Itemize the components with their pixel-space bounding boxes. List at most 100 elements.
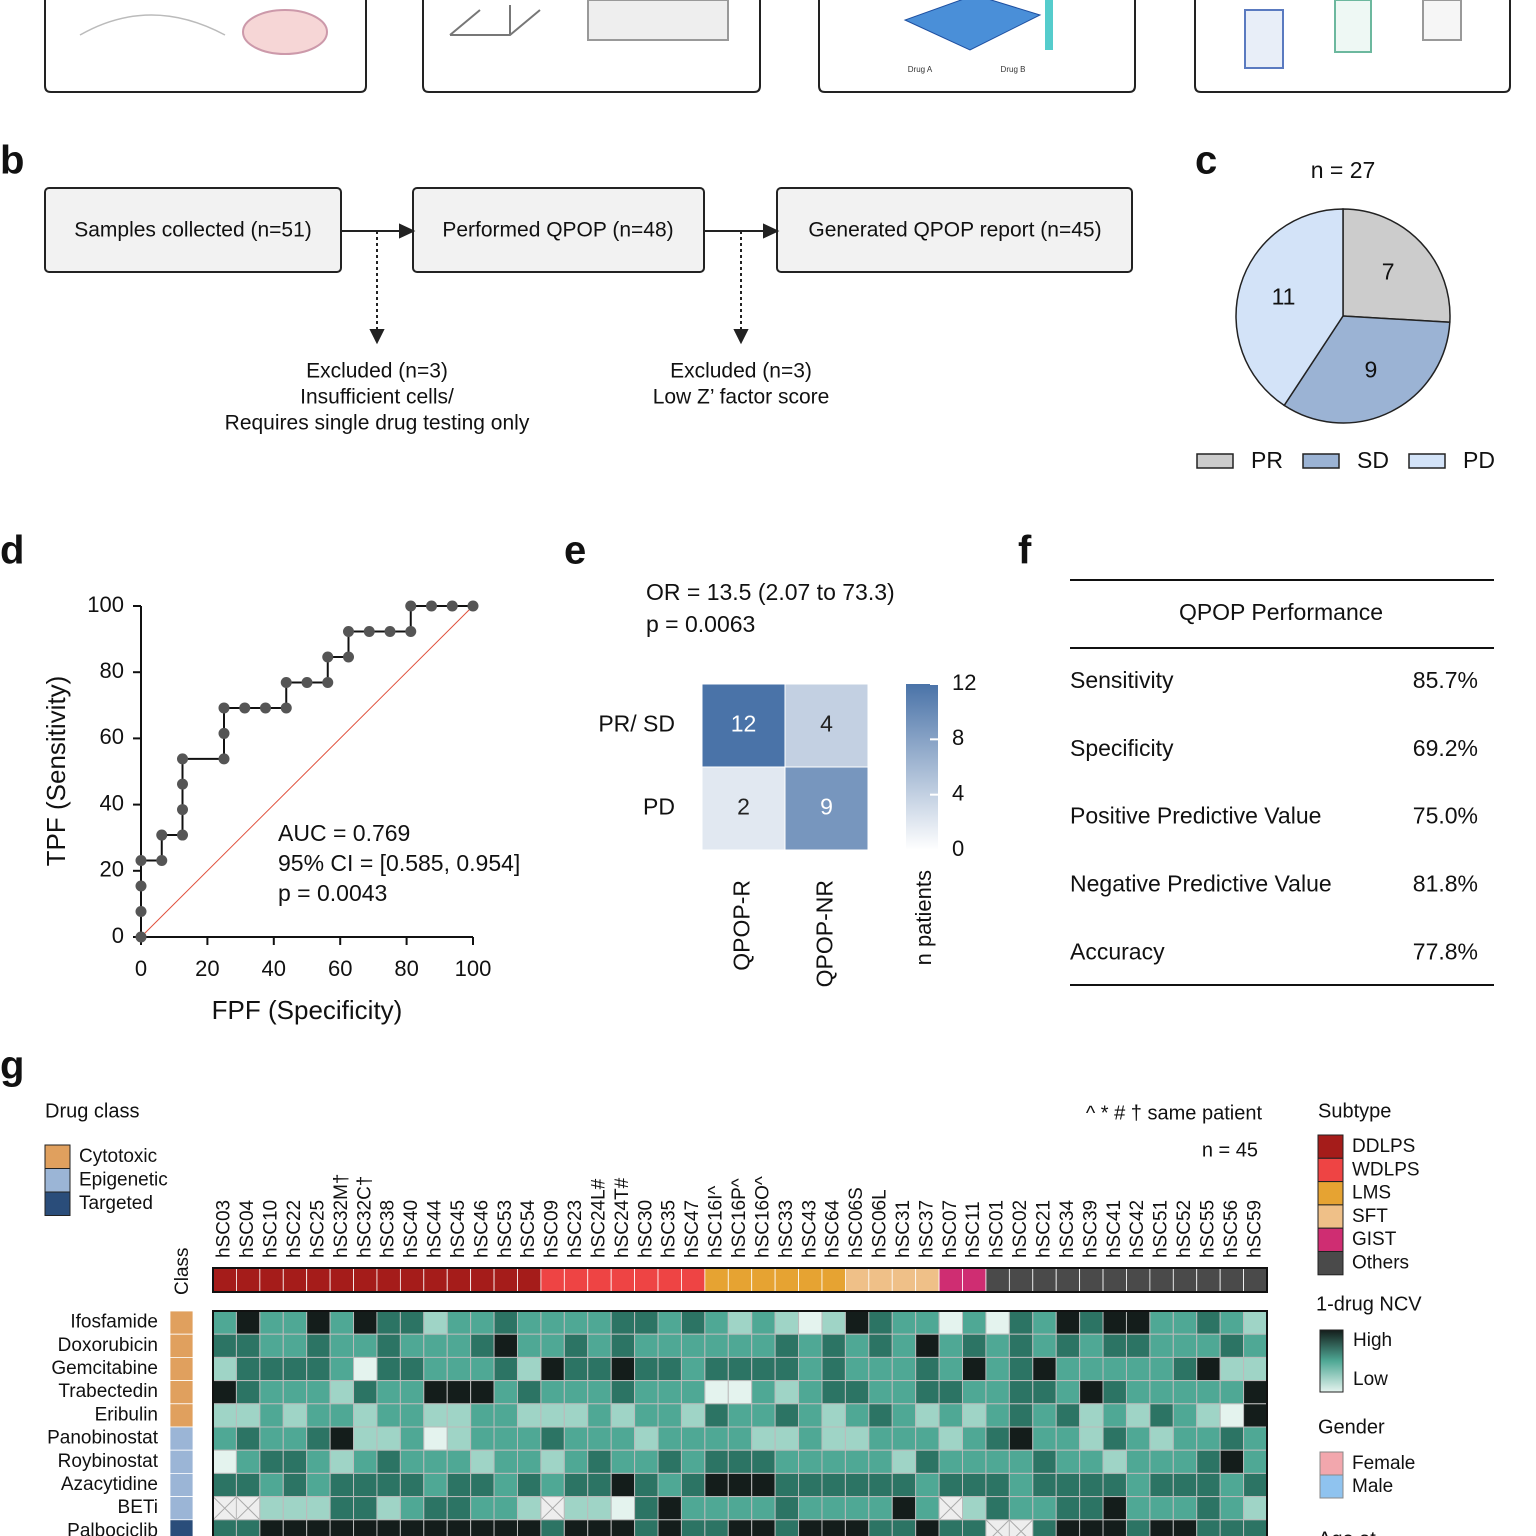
missing-cross xyxy=(1009,1519,1034,1536)
heatmap-cell xyxy=(868,1519,893,1536)
heatmap-cell xyxy=(446,1333,472,1358)
heatmap-cell xyxy=(235,1310,261,1335)
heatmap-cell xyxy=(306,1356,331,1382)
heatmap-cell xyxy=(1055,1472,1081,1498)
heatmap-cell xyxy=(1079,1519,1104,1536)
heatmap-cell xyxy=(587,1519,612,1536)
heatmap-cell xyxy=(1032,1380,1057,1405)
heatmap-cell xyxy=(446,1380,472,1405)
heatmap-cell xyxy=(376,1380,401,1405)
heatmap-cell xyxy=(1055,1496,1081,1521)
subtype-cell xyxy=(704,1267,729,1293)
heatmap-cell xyxy=(1172,1403,1198,1428)
colorbar-title: n patients xyxy=(911,870,936,965)
heatmap-cell xyxy=(259,1472,284,1498)
heatmap-cell xyxy=(634,1403,659,1428)
heatmap-cell xyxy=(915,1426,940,1451)
subtype-cell xyxy=(423,1267,448,1293)
heatmap-cell xyxy=(774,1449,800,1474)
table-cell: Sensitivity xyxy=(1070,667,1174,693)
box xyxy=(818,0,1136,93)
x-tick-label: 60 xyxy=(328,956,352,981)
table-cell: Positive Predictive Value xyxy=(1070,803,1321,829)
heatmap-cell xyxy=(1243,1496,1268,1521)
legend-swatch xyxy=(1319,1451,1344,1476)
heatmap-cell xyxy=(329,1380,355,1405)
heatmap-cell xyxy=(1219,1310,1245,1335)
roc-point xyxy=(301,676,313,688)
subtype-cell xyxy=(1008,1267,1034,1293)
subtype-cell xyxy=(845,1267,870,1293)
heatmap-cell xyxy=(282,1380,308,1405)
heatmap-cell xyxy=(235,1356,261,1382)
heatmap-cell xyxy=(282,1496,308,1521)
arrow-head xyxy=(399,223,416,239)
heatmap-cell xyxy=(938,1403,964,1428)
x-axis-title: FPF (Specificity) xyxy=(212,995,403,1025)
heatmap-cell xyxy=(516,1310,542,1335)
heatmap-cell xyxy=(1055,1380,1081,1405)
heatmap-cell xyxy=(399,1356,425,1382)
roc-point xyxy=(177,829,188,841)
heatmap-cell xyxy=(727,1380,753,1405)
subtype-cell xyxy=(517,1267,542,1293)
heatmap-cell xyxy=(1243,1472,1268,1498)
heatmap-cell xyxy=(1102,1519,1127,1536)
heatmap-cell xyxy=(1008,1380,1034,1405)
heatmap-cell xyxy=(891,1356,917,1382)
heatmap-cell xyxy=(235,1403,261,1428)
heatmap-cell xyxy=(1172,1356,1198,1382)
heatmap-cell xyxy=(212,1333,237,1358)
roc-point xyxy=(135,880,147,892)
legend-swatch xyxy=(1317,1157,1344,1183)
subtype-cell xyxy=(376,1267,401,1293)
heatmap-cell xyxy=(1243,1356,1268,1382)
legend-label: Female xyxy=(1352,1453,1415,1474)
heatmap-cell xyxy=(798,1380,823,1405)
column-label: hSC01 xyxy=(987,1200,1008,1258)
heatmap-cell xyxy=(891,1310,917,1335)
legend-label: Cytotoxic xyxy=(79,1146,157,1167)
heatmap-cell xyxy=(1079,1426,1104,1451)
subtype-cell xyxy=(962,1267,987,1293)
heatmap-cell xyxy=(1008,1333,1034,1358)
heatmap-cell xyxy=(774,1519,800,1536)
heatmap-cell xyxy=(868,1449,893,1474)
heatmap-cell xyxy=(1125,1472,1151,1498)
heatmap-cell xyxy=(727,1403,753,1428)
y-tick-label: 60 xyxy=(100,724,124,749)
flowchart xyxy=(44,187,1133,345)
heatmap-cell xyxy=(282,1333,308,1358)
heatmap-cell xyxy=(516,1333,542,1358)
column-label: hSC24T# xyxy=(612,1177,633,1258)
heatmap-cell xyxy=(376,1472,401,1498)
class-cell xyxy=(169,1333,194,1358)
heatmap-cell xyxy=(446,1519,472,1536)
heatmap-cell xyxy=(798,1426,823,1451)
heatmap-cell xyxy=(446,1403,472,1428)
heatmap-cell xyxy=(1172,1472,1198,1498)
heatmap-cell xyxy=(470,1333,495,1358)
heatmap-cell xyxy=(891,1496,917,1521)
heatmap-cell xyxy=(938,1426,964,1451)
heatmap-cell xyxy=(1008,1496,1034,1521)
panel-letter: b xyxy=(0,139,24,183)
heatmap-cell xyxy=(212,1472,237,1498)
subtype-border xyxy=(212,1267,1268,1293)
heatmap-cell xyxy=(329,1519,355,1536)
heatmap-cell xyxy=(915,1310,940,1335)
subtype-cell xyxy=(1196,1267,1221,1293)
column-label: QPOP-NR xyxy=(812,880,838,987)
missing-cell xyxy=(985,1519,1010,1536)
heatmap-cell xyxy=(259,1380,284,1405)
heatmap-cell xyxy=(1055,1449,1081,1474)
heatmap-cell xyxy=(306,1403,331,1428)
heatmap-cell xyxy=(985,1472,1010,1498)
heatmap-cell xyxy=(516,1403,542,1428)
heatmap-cell xyxy=(1079,1380,1104,1405)
row-label: Trabectedin xyxy=(58,1381,158,1402)
heatmap-cell xyxy=(915,1356,940,1382)
heatmap-cell xyxy=(634,1310,659,1335)
heatmap-cell xyxy=(353,1449,378,1474)
